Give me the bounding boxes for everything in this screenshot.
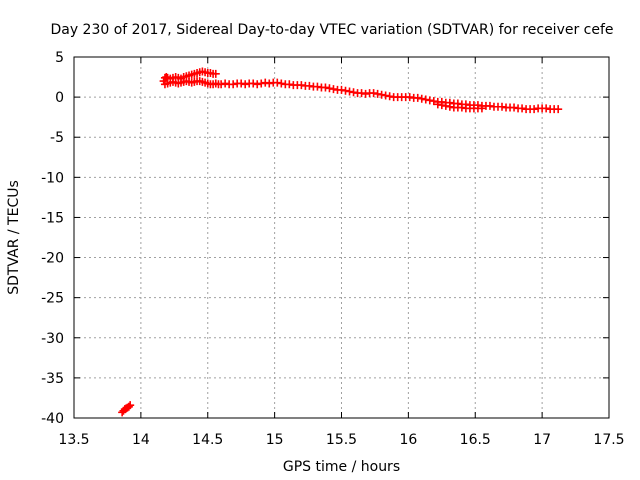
- y-tick-label: 5: [55, 50, 64, 66]
- data-point: [498, 102, 506, 111]
- y-tick-label: -35: [41, 371, 64, 387]
- data-point: [485, 101, 494, 110]
- x-tick-label: 15: [266, 432, 284, 448]
- data-point: [518, 104, 527, 113]
- data-point: [217, 80, 226, 89]
- plot-frame: [73, 56, 610, 419]
- data-point: [124, 402, 133, 411]
- data-point: [381, 91, 390, 100]
- data-point: [554, 105, 563, 114]
- data-point: [377, 90, 386, 99]
- data-point: [237, 79, 246, 88]
- data-point: [297, 81, 306, 90]
- data-point: [337, 85, 346, 94]
- x-tick-label: 16.5: [460, 432, 491, 448]
- x-tick-label: 17: [533, 432, 551, 448]
- data-point: [510, 103, 519, 112]
- data-point: [405, 93, 414, 102]
- data-point: [341, 86, 350, 95]
- data-point: [305, 81, 314, 90]
- data-point: [162, 73, 171, 82]
- data-point: [257, 79, 266, 88]
- series-lower-band: [433, 100, 486, 113]
- x-tick-label: 13.5: [58, 432, 89, 448]
- series-upper-track: [159, 67, 220, 86]
- data-point: [425, 96, 434, 105]
- data-point: [241, 80, 250, 89]
- data-point: [477, 104, 486, 113]
- data-point: [413, 93, 422, 102]
- data-point: [457, 103, 466, 112]
- data-point: [345, 87, 354, 96]
- data-point: [285, 80, 294, 89]
- data-point: [277, 79, 286, 88]
- data-point: [385, 92, 394, 101]
- data-point: [349, 88, 358, 97]
- series-outlier-cluster: [118, 401, 135, 417]
- data-point: [211, 69, 220, 78]
- data-point: [321, 83, 330, 92]
- data-point: [325, 84, 334, 93]
- x-tick-label: 15.5: [326, 432, 357, 448]
- grid: [74, 57, 609, 418]
- data-point: [357, 89, 366, 98]
- y-tick-label: -20: [41, 251, 64, 267]
- data-point: [261, 78, 270, 87]
- data-points: [118, 67, 563, 417]
- chart-title: Day 230 of 2017, Sidereal Day-to-day VTE…: [50, 22, 613, 38]
- data-point: [445, 102, 454, 111]
- y-axis-label: SDTVAR / TECUs: [6, 180, 22, 295]
- y-tick-label: -10: [41, 170, 64, 186]
- data-point: [265, 79, 274, 88]
- data-point: [221, 79, 230, 88]
- x-tick-label: 16: [399, 432, 417, 448]
- y-tick-label: 0: [55, 90, 64, 106]
- data-point: [421, 95, 430, 104]
- series-main-track: [160, 77, 563, 114]
- data-point: [373, 89, 382, 98]
- data-point: [126, 401, 135, 410]
- data-point: [429, 97, 438, 106]
- ticks: 13.5 14 14.5 15 15.5 16 16.5 17 17.5 5 0 -5 -10 -15 -2…: [41, 50, 624, 448]
- data-point: [441, 101, 450, 110]
- y-tick-label: -30: [41, 331, 64, 347]
- data-point: [273, 78, 282, 87]
- data-point: [542, 104, 551, 113]
- data-point: [417, 94, 426, 103]
- data-point: [433, 100, 442, 109]
- data-point: [249, 79, 258, 88]
- x-tick-label: 14: [132, 432, 150, 448]
- y-tick-label: -40: [41, 411, 64, 427]
- data-point: [313, 82, 322, 91]
- data-point: [229, 80, 238, 89]
- data-point: [530, 105, 539, 114]
- data-point: [369, 89, 378, 98]
- data-point: [253, 80, 262, 89]
- y-tick-label: -25: [41, 291, 64, 307]
- x-tick-label: 14.5: [192, 432, 223, 448]
- y-tick-label: -15: [41, 210, 64, 226]
- x-tick-label: 17.5: [593, 432, 624, 448]
- data-point: [437, 101, 446, 110]
- x-axis-label: GPS time / hours: [283, 459, 400, 475]
- y-tick-label: -5: [50, 130, 64, 146]
- data-point: [329, 85, 338, 94]
- data-point: [361, 89, 370, 98]
